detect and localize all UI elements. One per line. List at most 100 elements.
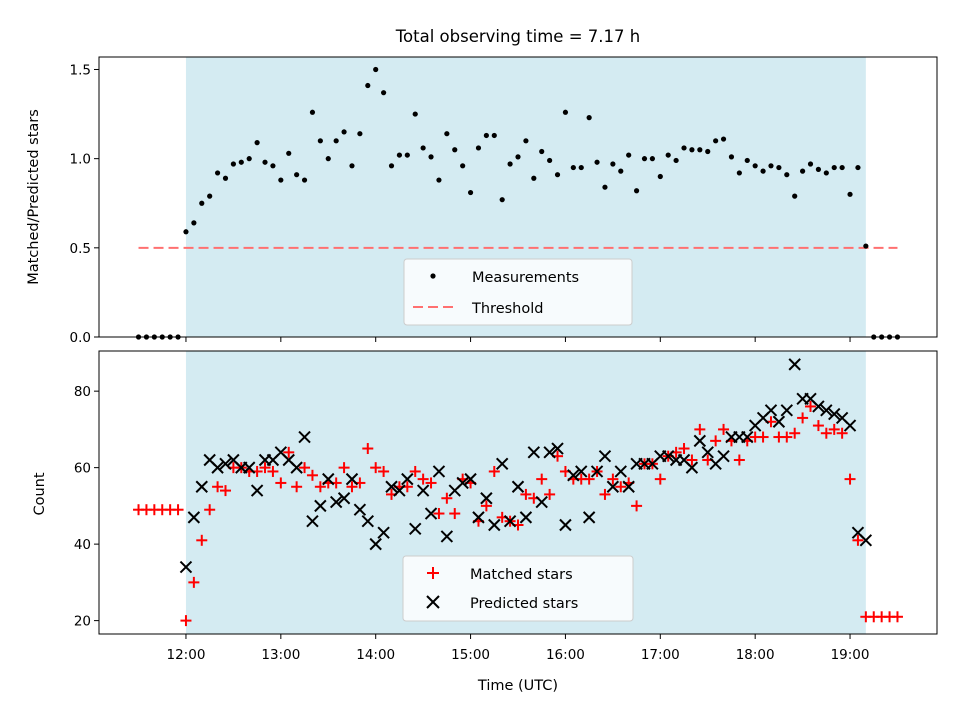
measurement-point xyxy=(863,243,869,249)
matched-star-point xyxy=(488,465,500,477)
matched-star-point xyxy=(631,500,643,512)
x-tick-label: 13:00 xyxy=(261,647,300,663)
matched-star-point xyxy=(259,462,271,474)
measurement-point xyxy=(847,191,853,197)
matched-star-point xyxy=(480,500,492,512)
measurement-point xyxy=(309,109,316,115)
predicted-star-point xyxy=(179,560,193,574)
predicted-star-point xyxy=(464,472,477,486)
measurement-point xyxy=(341,129,347,135)
predicted-stars-points xyxy=(179,358,873,574)
measurement-point xyxy=(713,138,719,144)
matched-star-point xyxy=(378,465,390,477)
matched-star-point xyxy=(172,504,184,516)
matched-star-point xyxy=(370,462,382,474)
measurement-point xyxy=(301,177,308,183)
measurement-point xyxy=(373,66,379,73)
predicted-star-point xyxy=(401,472,414,486)
measurement-point xyxy=(515,154,521,160)
measurement-point xyxy=(665,152,671,158)
measurement-point xyxy=(222,175,229,181)
predicted-star-point xyxy=(551,442,564,455)
count-y-axis-label: Count xyxy=(32,472,48,515)
measurement-point xyxy=(278,177,284,183)
y-tick-label: 1.5 xyxy=(70,62,91,78)
x-axis-label: Time (UTC) xyxy=(477,678,558,694)
matched-star-point xyxy=(844,473,856,485)
matched-star-point xyxy=(891,611,903,623)
predicted-star-point xyxy=(693,434,707,448)
x-tick-label: 19:00 xyxy=(831,647,870,663)
matched-star-point xyxy=(180,615,192,627)
predicted-star-point xyxy=(416,484,430,497)
predicted-star-point xyxy=(622,480,635,493)
measurement-point xyxy=(602,184,608,190)
predicted-star-point xyxy=(820,404,833,417)
x-tick-label: 16:00 xyxy=(546,647,585,663)
y-tick-label: 0.0 xyxy=(70,330,91,346)
predicted-star-point xyxy=(859,534,873,547)
matched-star-point xyxy=(544,488,556,500)
ratio-legend: Measurements Threshold xyxy=(403,258,633,326)
matched-star-point xyxy=(346,481,358,493)
predicted-star-point xyxy=(488,518,501,532)
predicted-star-point xyxy=(828,407,841,421)
measurement-point xyxy=(673,157,679,164)
matched-star-point xyxy=(425,477,437,489)
measurement-point xyxy=(657,173,663,180)
matched-star-point xyxy=(536,473,548,485)
measurement-point xyxy=(594,159,600,165)
predicted-star-point xyxy=(527,446,541,459)
x-tick-label: 15:00 xyxy=(451,647,490,663)
matched-star-point xyxy=(678,443,690,455)
matched-stars-points xyxy=(133,400,903,627)
legend-matched-label: Matched stars xyxy=(470,567,573,583)
predicted-star-point xyxy=(361,514,374,528)
measurement-point xyxy=(230,161,236,167)
measurement-point xyxy=(800,168,806,174)
count-plot-frame xyxy=(98,350,938,635)
matched-star-point xyxy=(805,400,817,412)
measurement-point xyxy=(467,189,474,196)
matched-star-point xyxy=(204,504,216,516)
measurement-point xyxy=(207,193,213,199)
matched-star-point xyxy=(219,485,231,497)
matched-star-point xyxy=(694,423,706,435)
measurement-point xyxy=(689,147,695,153)
y-tick-label: 20 xyxy=(74,614,91,630)
count-legend: Matched stars Predicted stars xyxy=(402,555,634,622)
matched-star-point xyxy=(733,454,745,466)
predicted-star-point xyxy=(298,430,311,444)
predicted-star-point xyxy=(369,537,382,551)
measurement-point xyxy=(768,163,774,169)
predicted-star-point xyxy=(598,449,612,463)
matched-star-point xyxy=(583,473,595,485)
predicted-star-point xyxy=(606,480,620,493)
measurement-point xyxy=(697,147,703,153)
measurement-point xyxy=(499,197,505,203)
measurement-point xyxy=(554,172,561,178)
measurement-point xyxy=(507,161,513,167)
predicted-star-point xyxy=(543,446,556,459)
matched-star-point xyxy=(789,427,801,439)
measurement-point xyxy=(752,163,758,169)
matched-star-point xyxy=(441,492,453,504)
matched-star-point xyxy=(314,481,326,493)
predicted-star-point xyxy=(519,511,533,524)
measurement-point xyxy=(444,131,450,137)
matched-star-point xyxy=(306,469,318,481)
measurement-point xyxy=(784,172,790,178)
measurement-point xyxy=(396,152,403,158)
matched-star-point xyxy=(188,576,200,588)
matched-star-point xyxy=(433,508,445,520)
matched-star-point xyxy=(812,420,824,432)
predicted-star-point xyxy=(409,522,422,536)
x-tick-label: 14:00 xyxy=(356,647,395,663)
predicted-star-point xyxy=(393,484,406,497)
measurement-point xyxy=(586,115,592,121)
measurement-point xyxy=(531,175,537,181)
predicted-star-point xyxy=(440,530,454,543)
count-y-ticks: 20 40 60 80 xyxy=(74,384,99,630)
predicted-star-point xyxy=(377,526,390,539)
